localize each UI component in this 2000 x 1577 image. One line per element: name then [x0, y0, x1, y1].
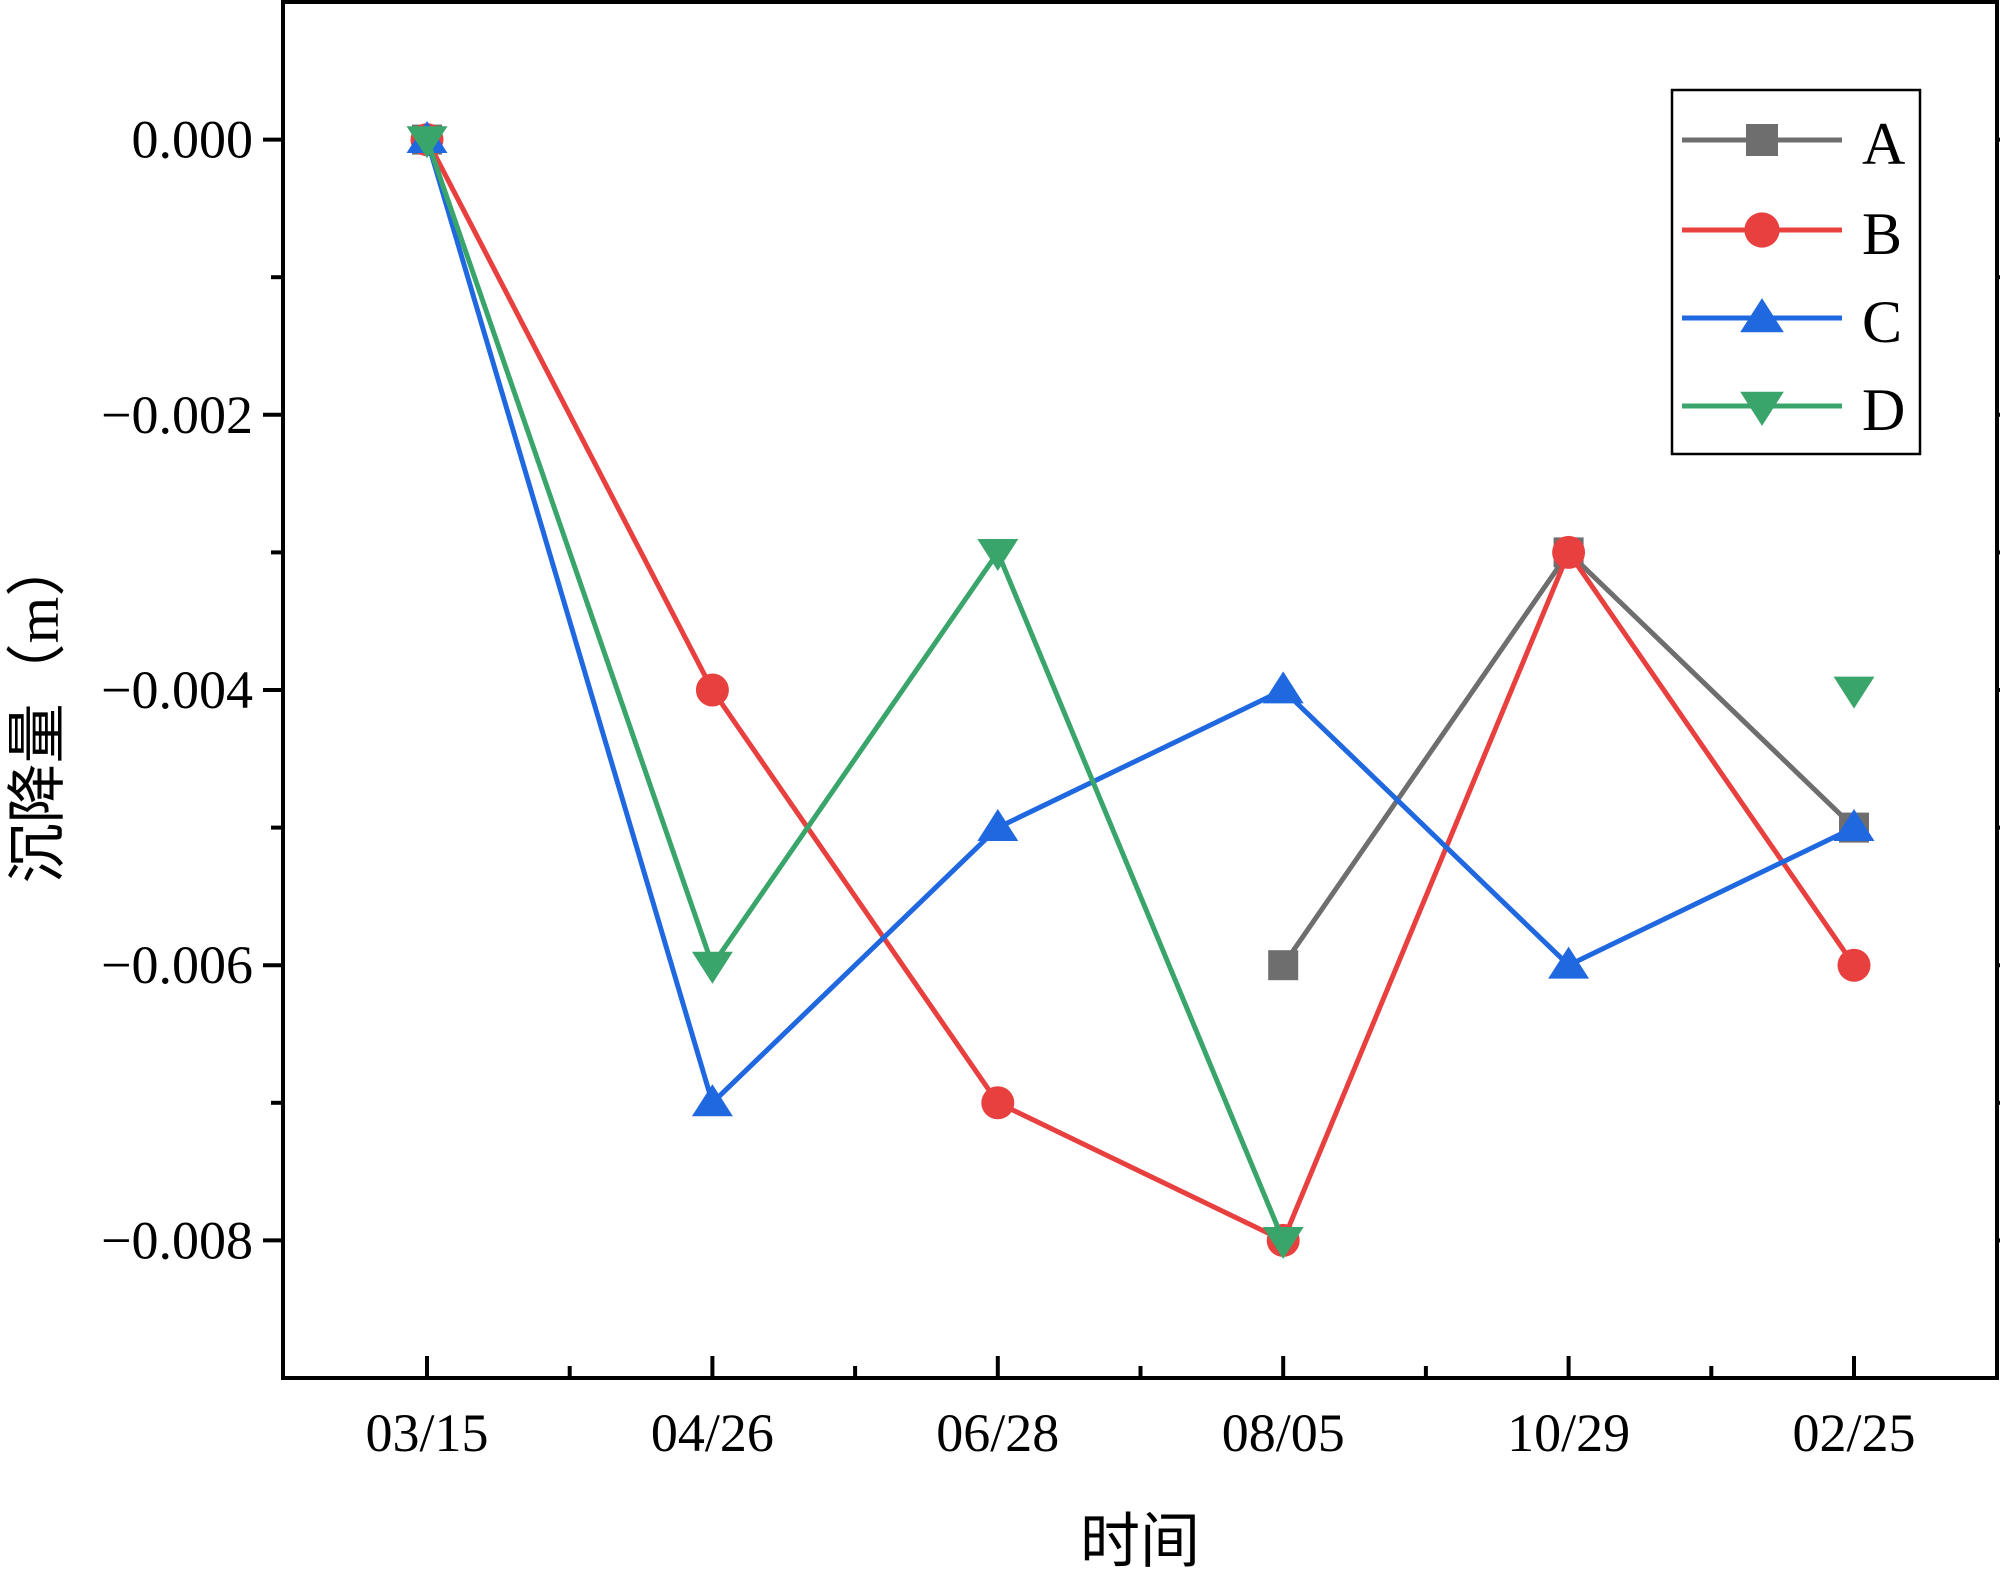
legend-box [1670, 88, 1922, 456]
data-point-D [406, 126, 448, 159]
data-point-B [1837, 948, 1871, 982]
series-line-B [424, 138, 1857, 1243]
data-point-C [691, 1084, 733, 1117]
legend-label-D: D [1862, 377, 1905, 443]
x-tick-label: 06/28 [936, 1403, 1059, 1463]
data-point-C [977, 809, 1019, 841]
y-tick-label: −0.006 [101, 935, 253, 995]
data-point-A [1268, 950, 1299, 981]
data-point-D [977, 539, 1019, 571]
series-B [410, 123, 1871, 1257]
data-point-B [1552, 535, 1586, 569]
axis-ticks-layer: 0.000 −0.002 −0.004 −0.006 −0.008 03/15 04/26 0… [101, 110, 2000, 1463]
series-C [406, 121, 1875, 1117]
legend-label-C: C [1862, 289, 1902, 355]
y-axis-title: 沉降量（m） [5, 537, 71, 884]
data-point-C [1833, 809, 1875, 841]
series-layer [406, 121, 1875, 1259]
series-line-A [1281, 549, 1856, 967]
legend-marker-C [1740, 298, 1784, 333]
y-tick-label: −0.002 [101, 385, 253, 445]
x-axis-title: 时间 [1080, 1509, 1200, 1572]
data-point-C [1262, 671, 1304, 704]
y-tick-label: −0.004 [101, 660, 253, 720]
legend-marker-D [1740, 391, 1784, 426]
data-point-D [1833, 676, 1875, 709]
y-tick-label: −0.008 [101, 1210, 253, 1270]
legend-label-B: B [1862, 201, 1902, 267]
series-line-D [424, 138, 1286, 1242]
x-tick-label: 03/15 [365, 1403, 488, 1463]
legend-marker-B [1744, 212, 1780, 248]
x-tick-label: 02/25 [1792, 1403, 1915, 1463]
y-tick-label: 0.000 [132, 110, 254, 170]
data-point-D [691, 951, 733, 984]
data-point-B [981, 1086, 1015, 1120]
x-tick-label: 08/05 [1222, 1403, 1345, 1463]
legend-label-A: A [1862, 111, 1905, 177]
data-point-D [1262, 1227, 1304, 1259]
data-point-C [1548, 946, 1590, 979]
series-line-C [424, 138, 1856, 1106]
legend-marker-A [1746, 124, 1778, 156]
x-tick-label: 04/26 [651, 1403, 774, 1463]
data-point-B [695, 673, 729, 707]
series-D [406, 126, 1875, 1259]
series-A [412, 124, 1869, 981]
x-tick-label: 10/29 [1507, 1403, 1630, 1463]
